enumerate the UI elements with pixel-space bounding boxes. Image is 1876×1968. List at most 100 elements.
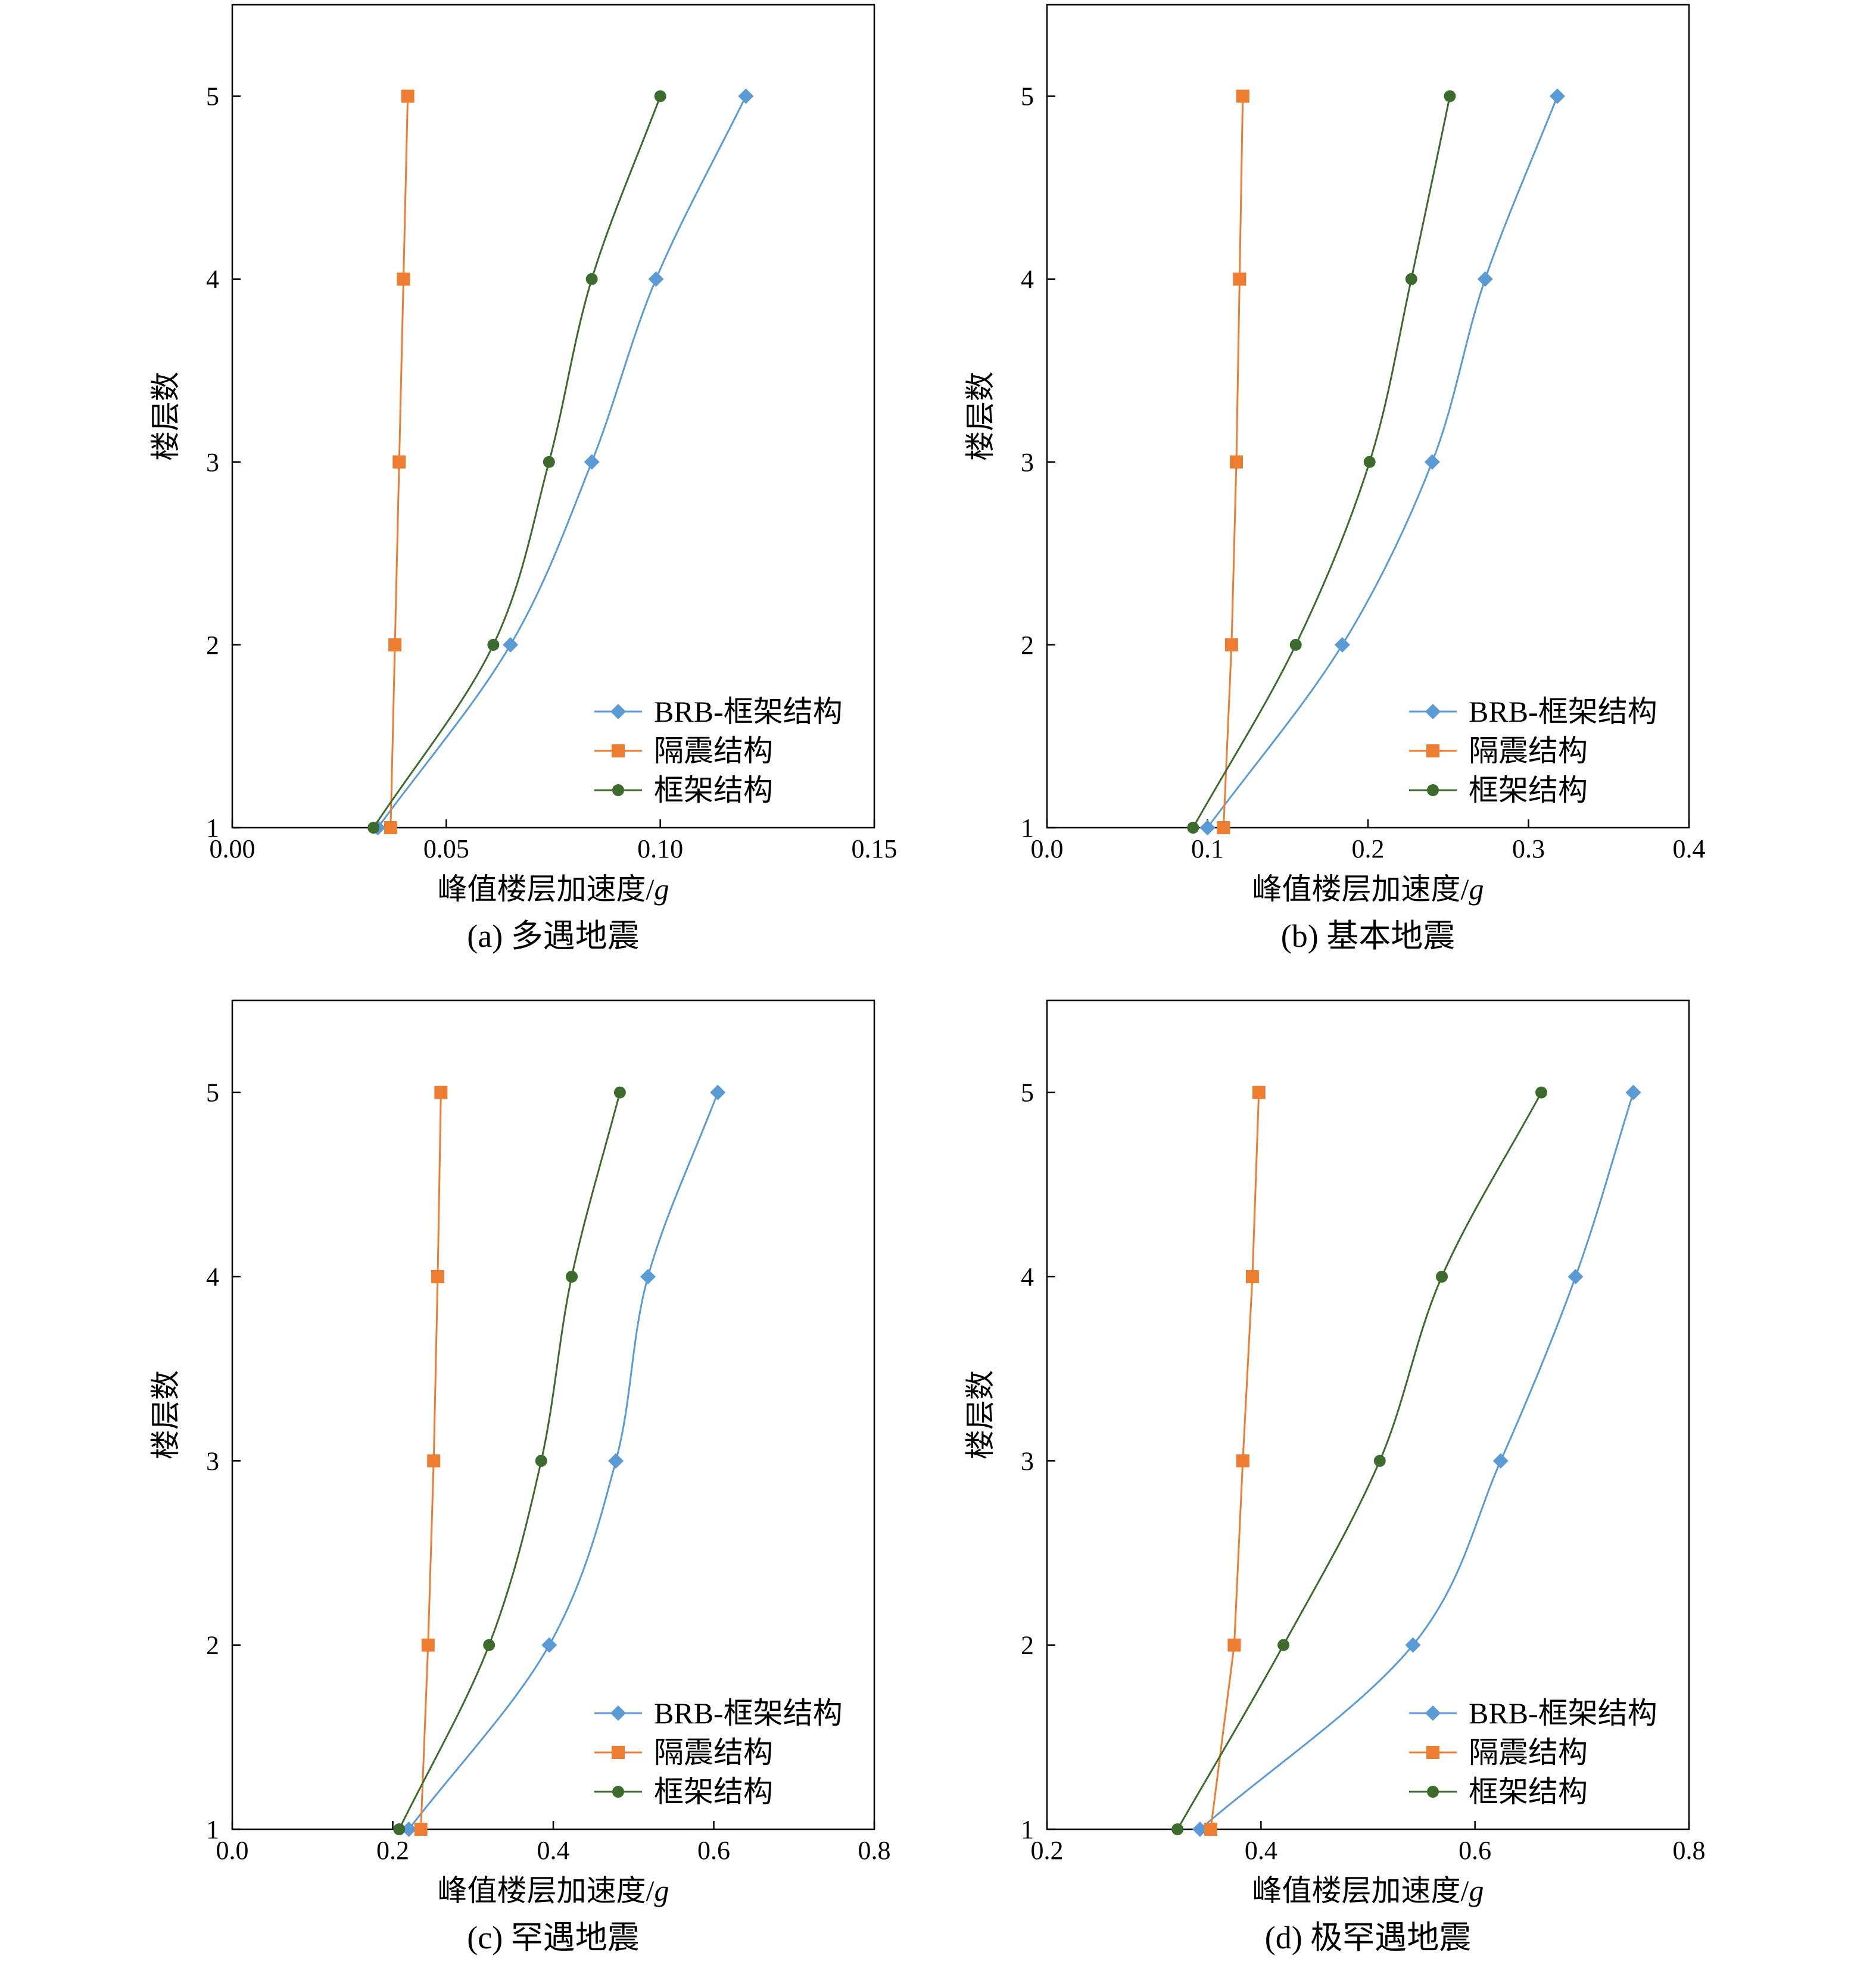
legend-swatch-marker [610,704,626,719]
x-axis-label-text: 峰值楼层加速度/ [438,1874,655,1907]
legend-swatch-marker [1426,1746,1439,1759]
x-tick-label: 0.4 [537,1836,570,1865]
series-line-isolated [1210,1092,1260,1830]
y-axis-label: 楼层数 [964,372,997,461]
y-axis-label: 楼层数 [149,372,182,461]
data-point-frame [1277,1639,1290,1651]
x-axis-label-unit: g [654,1874,669,1907]
legend-swatch-marker [612,1786,624,1798]
x-tick-label: 0.05 [423,834,469,863]
x-axis-label: 峰值楼层加速度/g [1252,1874,1484,1907]
y-tick-label: 2 [206,1631,219,1660]
x-tick-label: 0.6 [1459,1836,1491,1865]
y-tick-label: 5 [206,82,219,111]
data-point-frame [1289,638,1302,651]
data-point-brb [640,1269,656,1284]
data-point-frame [654,90,666,102]
legend-item-isolated: 隔震结构 [1409,1736,1588,1769]
legend-label: BRB-框架结构 [1469,695,1657,728]
data-point-isolated [1252,1086,1266,1099]
legend-swatch-marker [612,1746,625,1759]
y-axis-label: 楼层数 [149,1370,182,1459]
data-point-isolated [427,1454,441,1468]
series-brb [1192,1084,1641,1837]
legend-item-brb: BRB-框架结构 [1409,1696,1657,1730]
legend-swatch-marker [1425,704,1441,719]
y-tick-label: 5 [206,1078,219,1108]
data-point-frame [535,1455,547,1467]
x-axis-label: 峰值楼层加速度/g [438,872,669,906]
y-tick-label: 4 [206,265,219,294]
series-brb [370,88,754,835]
data-point-brb [738,88,754,104]
data-point-brb [1477,271,1493,287]
plot-frame [231,4,875,829]
legend-label: 隔震结构 [654,1736,773,1769]
y-tick-label: 3 [1021,448,1034,477]
series-brb [401,1084,726,1837]
y-tick-label: 1 [206,1815,219,1844]
x-tick-label: 0.1 [1191,834,1224,863]
data-point-frame [585,273,598,285]
data-point-brb [1550,88,1566,104]
panel-caption: (b) 基本地震 [1281,918,1455,954]
data-point-isolated [431,1270,444,1283]
x-tick-label: 0.0 [216,1836,249,1865]
x-tick-label: 0.4 [1673,834,1706,863]
legend-label: BRB-框架结构 [654,695,843,728]
x-tick-label: 0.8 [858,1836,891,1865]
legend-label: 框架结构 [654,1775,773,1808]
y-tick-label: 4 [206,1262,219,1292]
legend-item-frame: 框架结构 [594,774,773,807]
chart-panel-a: 0.00 0.05 0.10 0.15 1 2 3 4 5 峰值楼层加速度/g 楼层数 (a) 多遇地… [149,4,898,954]
data-point-isolated [1233,272,1246,286]
data-point-isolated [1227,1638,1241,1652]
legend-label: 框架结构 [654,774,773,807]
y-tick-label: 5 [1021,82,1034,111]
data-point-isolated [392,455,406,469]
legend-swatch-marker [1426,744,1439,757]
legend-item-brb: BRB-框架结构 [1409,695,1657,728]
legend-label: 框架结构 [1469,774,1588,807]
y-tick-label: 2 [206,631,219,660]
data-point-isolated [434,1086,448,1099]
data-point-brb [1405,1637,1421,1653]
data-point-brb [401,1822,417,1837]
data-point-brb [584,454,600,470]
series-frame [367,90,666,834]
y-tick-label: 3 [206,1446,219,1476]
y-tick-label: 4 [1021,265,1034,294]
series-frame [1187,90,1456,834]
x-axis-label-unit: g [1469,1874,1484,1907]
y-tick-label: 2 [1021,631,1034,660]
legend-label: 框架结构 [1469,1775,1588,1808]
data-point-isolated [1217,821,1230,834]
legend-swatch-marker [612,784,624,796]
data-point-isolated [1236,1454,1249,1468]
y-tick-label: 5 [1021,1078,1034,1108]
x-axis-label: 峰值楼层加速度/g [438,1874,669,1907]
data-point-brb [608,1453,624,1469]
data-point-brb [541,1637,557,1653]
legend-item-frame: 框架结构 [1409,774,1588,807]
plot-frame [1046,999,1690,1830]
data-point-isolated [397,272,410,286]
data-point-brb [1199,820,1216,835]
x-tick-label: 0.8 [1673,1836,1706,1865]
x-tick-label: 0.3 [1512,834,1545,863]
chart-panel-d: 0.2 0.4 0.6 0.8 1 2 3 4 5 峰值楼层加速度/g 楼层数 (d) 极罕遇地震 BR… [964,999,1706,1955]
legend-item-frame: 框架结构 [594,1775,773,1808]
data-point-brb [1568,1269,1584,1284]
x-tick-label: 0.2 [1352,834,1385,863]
data-point-brb [710,1084,726,1100]
legend-swatch-marker [610,1705,626,1721]
legend-label: BRB-框架结构 [1469,1696,1657,1730]
series-isolated [384,89,415,834]
data-point-isolated [401,89,415,103]
legend-item-brb: BRB-框架结构 [594,1696,843,1730]
data-point-frame [613,1086,626,1099]
series-frame [393,1086,626,1835]
